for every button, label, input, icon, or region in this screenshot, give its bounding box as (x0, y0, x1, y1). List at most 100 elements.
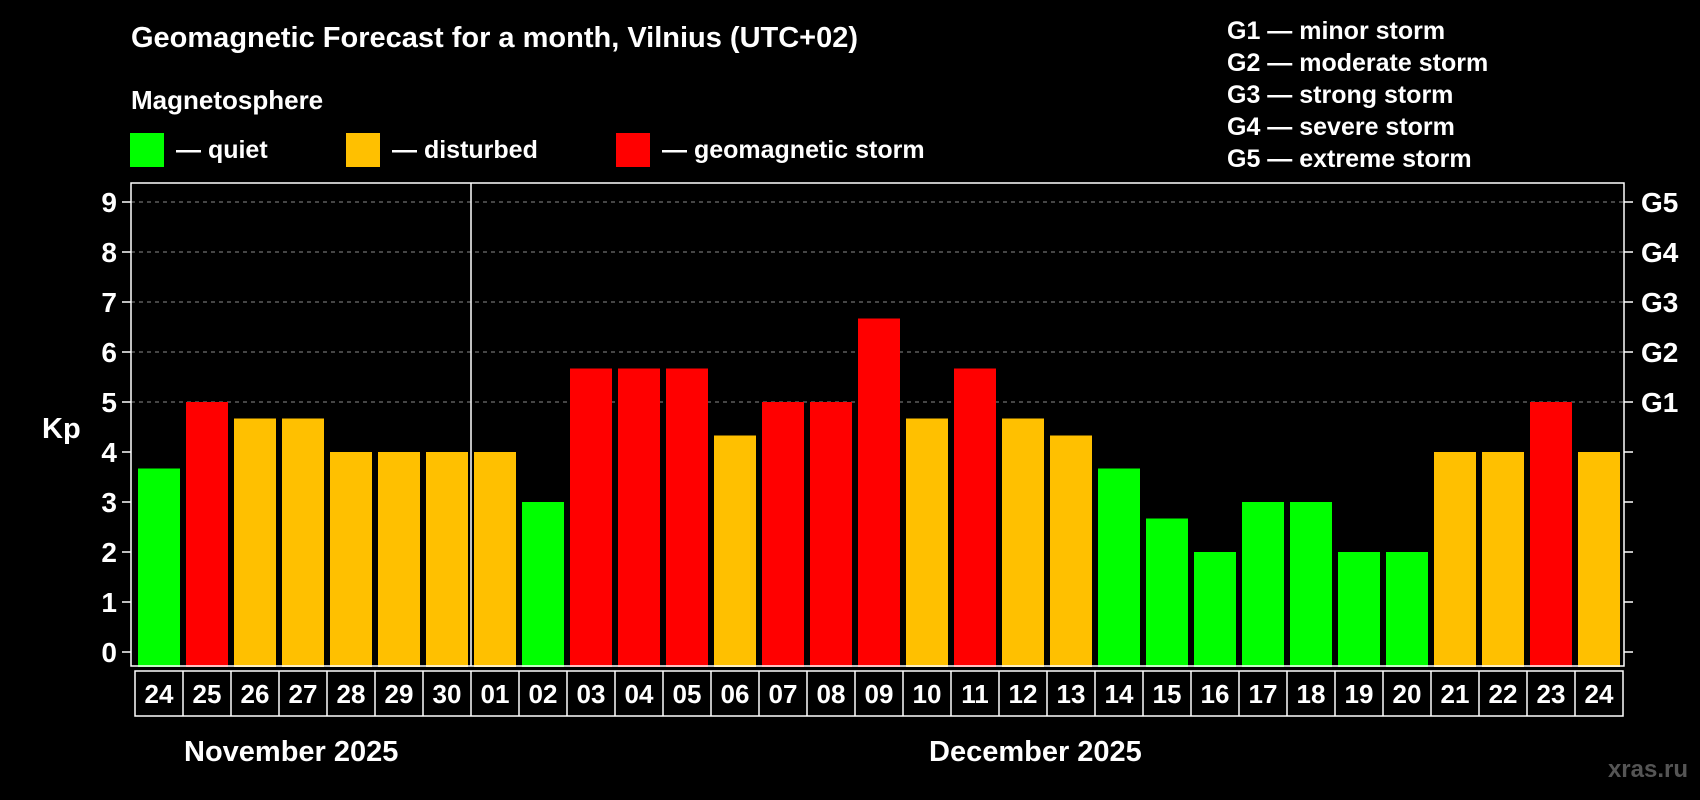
legend-label-disturbed: — disturbed (392, 135, 538, 164)
kp-bar (1146, 518, 1188, 667)
date-label: 09 (865, 679, 894, 709)
watermark: xras.ru (1607, 756, 1688, 783)
kp-bar (1578, 452, 1620, 667)
g-scale-tick-label: G3 (1641, 287, 1678, 318)
date-label: 18 (1297, 679, 1326, 709)
date-label: 19 (1345, 679, 1374, 709)
y-tick-label: 8 (101, 237, 117, 268)
date-label: 11 (961, 679, 989, 709)
date-label: 12 (1009, 679, 1038, 709)
month-label-december: December 2025 (929, 736, 1142, 768)
storm-scale-g5: G5 — extreme storm (1227, 145, 1472, 173)
kp-bar (618, 368, 660, 667)
date-label: 24 (145, 679, 174, 709)
date-label: 13 (1057, 679, 1086, 709)
kp-bar (1050, 435, 1092, 667)
legend-swatch-quiet (130, 133, 164, 167)
kp-bar (1242, 502, 1284, 667)
kp-bar (858, 318, 900, 667)
y-axis-label: Kp (42, 413, 81, 445)
y-tick-label: 5 (101, 387, 117, 418)
kp-bar (954, 368, 996, 667)
legend-storm: — geomagnetic storm (616, 133, 925, 167)
kp-bar (570, 368, 612, 667)
plot-frame (130, 182, 1625, 667)
legend-swatch-disturbed (346, 133, 380, 167)
date-label: 17 (1249, 679, 1278, 709)
date-label: 29 (385, 679, 414, 709)
date-label: 08 (817, 679, 846, 709)
storm-scale-g2: G2 — moderate storm (1227, 49, 1489, 77)
date-row (134, 670, 1624, 717)
g-scale-tick-label: G4 (1641, 237, 1679, 268)
storm-scale-g4: G4 — severe storm (1227, 113, 1455, 141)
date-label: 15 (1153, 679, 1182, 709)
kp-bar (1002, 418, 1044, 667)
date-label: 22 (1489, 679, 1518, 709)
date-label: 23 (1537, 679, 1566, 709)
y-tick-label: 4 (101, 437, 117, 468)
month-label-november: November 2025 (184, 736, 399, 768)
kp-bar (810, 402, 852, 667)
storm-scale-g1: G1 — minor storm (1227, 17, 1446, 45)
storm-scale-g3: G3 — strong storm (1227, 81, 1454, 109)
date-label: 04 (625, 679, 654, 709)
y-tick-label: 0 (101, 637, 117, 668)
legend-disturbed: — disturbed (346, 133, 538, 167)
kp-bar (1434, 452, 1476, 667)
date-label: 03 (577, 679, 606, 709)
kp-bar (1530, 402, 1572, 667)
date-label: 27 (289, 679, 318, 709)
kp-bar (1098, 468, 1140, 667)
date-label: 07 (769, 679, 798, 709)
chart-title: Geomagnetic Forecast for a month, Vilniu… (131, 22, 859, 54)
kp-bar (1386, 552, 1428, 667)
date-label: 14 (1105, 679, 1134, 709)
kp-bar (762, 402, 804, 667)
date-label: 25 (193, 679, 222, 709)
y-tick-label: 9 (101, 187, 117, 218)
date-label: 06 (721, 679, 750, 709)
date-label: 20 (1393, 679, 1422, 709)
date-label: 05 (673, 679, 702, 709)
legend-quiet: — quiet (130, 133, 268, 167)
g-scale-tick-label: G5 (1641, 187, 1678, 218)
legend-subtitle: Magnetosphere (131, 85, 324, 115)
kp-bar (522, 502, 564, 667)
date-label: 10 (913, 679, 942, 709)
kp-bar (234, 418, 276, 667)
y-tick-label: 6 (101, 337, 117, 368)
date-label: 28 (337, 679, 366, 709)
kp-bar (474, 452, 516, 667)
y-tick-label: 2 (101, 537, 117, 568)
storm-scale-legend: G1 — minor storm G2 — moderate storm G3 … (1227, 15, 1488, 175)
date-label: 02 (529, 679, 558, 709)
y-tick-label: 1 (101, 587, 117, 618)
g-scale-tick-label: G2 (1641, 337, 1678, 368)
kp-bar (330, 452, 372, 667)
y-tick-label: 7 (101, 287, 117, 318)
kp-bar (714, 435, 756, 667)
kp-bar (1338, 552, 1380, 667)
kp-bar (138, 468, 180, 667)
date-label: 30 (433, 679, 462, 709)
legend-label-storm: — geomagnetic storm (662, 135, 925, 164)
kp-bar (1290, 502, 1332, 667)
date-label: 21 (1441, 679, 1470, 709)
date-label: 01 (481, 679, 510, 709)
legend-swatch-storm (616, 133, 650, 167)
kp-bar (426, 452, 468, 667)
kp-bar (1194, 552, 1236, 667)
y-tick-label: 3 (101, 487, 117, 518)
date-label: 16 (1201, 679, 1230, 709)
kp-bar (282, 418, 324, 667)
legend-label-quiet: — quiet (176, 135, 268, 164)
date-label: 26 (241, 679, 270, 709)
kp-bar (1482, 452, 1524, 667)
kp-bar (666, 368, 708, 667)
g-scale-tick-label: G1 (1641, 387, 1678, 418)
date-label: 24 (1585, 679, 1614, 709)
kp-bar (186, 402, 228, 667)
kp-bar (906, 418, 948, 667)
